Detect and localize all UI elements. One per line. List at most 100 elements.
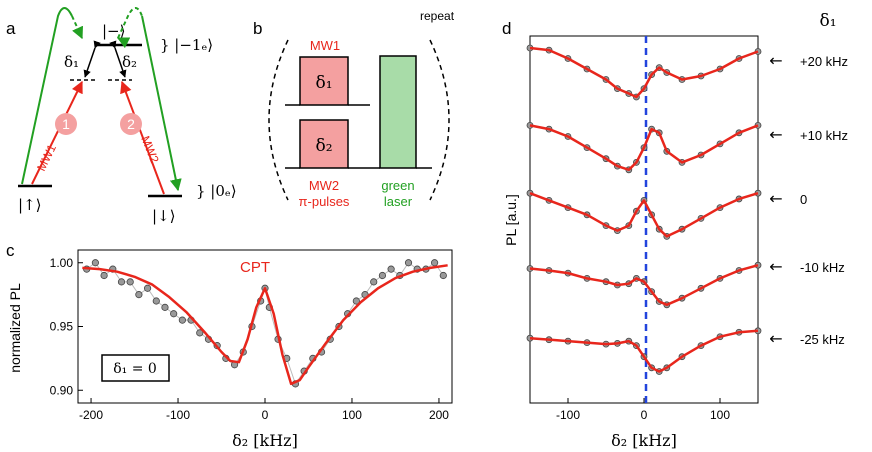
panel-d-ticks: -100 0 100 [556,398,730,422]
data-point [196,329,204,337]
inset-label: δ₁ = 0 [113,361,157,377]
panel-b-sequence: repeat MW1 δ₁ δ₂ MW2 π-pulses green lase… [268,9,455,209]
fit-line [529,124,759,172]
repeat-label: repeat [420,9,455,23]
mw2-pulse-title: MW2 [309,178,339,193]
panel-d-series-labels: ← +20 kHz ← +10 kHz ← 0 ← -10 kHz ← -25 kHz [769,51,848,348]
y-tick-label: 0.95 [50,320,74,334]
cpt-label: CPT [240,259,270,276]
panel-d-xlabel: δ₂ [kHz] [611,431,677,450]
mw1-label: MW1 [34,142,59,174]
data-point [352,297,360,305]
data-point [387,265,395,273]
panel-d-data [526,44,762,375]
data-point [135,291,143,299]
series-arrow: ← [769,51,782,70]
fit-line [529,329,759,373]
series-arrow: ← [769,125,782,144]
down-state-label: |↓⟩ [152,207,175,225]
laser-label: laser [384,194,413,209]
up-state-label: |↑⟩ [18,196,41,214]
series-label: -10 kHz [800,260,845,275]
y-tick-label: 0.90 [50,383,74,397]
data-point [378,271,387,280]
delta1-header: δ₁ [819,11,836,31]
left-bracket [268,39,289,201]
panel-c-xlabel: δ₂ [kHz] [232,431,298,450]
mw1-pulse [299,56,349,106]
panel-c-chart: -200 -100 0 100 200 0.90 0.95 1.00 δ₂ [kHz] nor… [7,249,453,450]
panel-label-c: c [6,241,15,260]
fit-line [529,192,759,238]
x-tick-label: 0 [262,408,269,422]
x-tick-label: 0 [641,408,648,422]
delta1-arrow [83,40,101,78]
data-point [100,271,108,280]
green-dashed-right [117,7,143,39]
data-point [143,284,152,292]
series-label: +10 kHz [800,128,848,143]
data-point [170,310,178,318]
circle-1 [55,113,77,135]
mw2-pulse [299,119,349,169]
series-label: +20 kHz [800,54,848,69]
data-point [161,303,169,311]
data-point [431,259,439,267]
laser-pulse [379,55,417,169]
x-tick-label: -200 [79,408,103,422]
zero-e-label: } |0ₑ⟩ [196,182,237,200]
y-tick-label: 1.00 [50,256,74,270]
data-point [117,278,126,286]
x-tick-label: 100 [710,408,730,422]
x-tick-label: -100 [166,408,190,422]
delta2-label: δ₂ [122,53,137,71]
data-point [178,316,186,324]
series-arrow: ← [769,189,782,208]
data-point [126,278,134,286]
green-dashed-left [71,15,83,40]
panel-label-a: a [6,19,16,38]
panel-label-d: d [502,19,511,38]
panel-a-diagram: |−⟩ } |−1ₑ⟩ δ₁ δ₂ |↑⟩ |↓⟩ } |0ₑ⟩ 1 2 MW1… [18,7,237,225]
data-point [370,278,378,286]
series-arrow: ← [769,329,782,348]
panel-label-b: b [253,19,262,38]
panel-d-chart: -100 0 100 ← +20 kHz ← +10 kHz ← 0 ← -10 kHz ← -25 … [503,11,848,450]
mw2-label: MW2 [138,134,162,166]
panel-c-ylabel: normalized PL [7,283,23,373]
green-label: green [381,178,414,193]
series-arrow: ← [769,257,782,276]
circle-2-label: 2 [127,116,135,132]
pulse-delta2: δ₂ [315,136,332,156]
mw1-pulse-title: MW1 [310,38,340,53]
green-arrow-left [21,7,73,185]
x-tick-label: 100 [342,408,362,422]
circle-2 [120,113,142,135]
green-arrow-right-head [116,37,131,49]
data-point [439,271,447,280]
mw1-arrow [31,80,83,185]
minus1e-label: } |−1ₑ⟩ [160,36,213,54]
delta1-label: δ₁ [64,53,79,71]
pi-pulses-label: π-pulses [299,194,350,209]
x-tick-label: 200 [429,408,449,422]
circle-1-label: 1 [62,116,70,132]
data-point [404,259,413,267]
fit-line [529,46,759,99]
mw2-arrow [120,80,165,195]
series-label: 0 [800,192,807,207]
pulse-delta1: δ₁ [315,73,332,93]
inset-box [101,354,170,382]
fit-line [82,264,448,386]
fit-line [529,263,759,307]
right-bracket [429,39,450,201]
panel-c-ticks: -200 -100 0 100 200 0.90 0.95 1.00 [50,256,450,422]
panel-d-ylabel: PL [a.u.] [503,194,519,246]
panel-c-data [82,259,448,388]
data-point [91,259,99,267]
x-tick-label: -100 [556,408,580,422]
data-point [152,297,160,305]
series-label: -25 kHz [800,332,845,347]
green-arrow-right [141,15,182,192]
